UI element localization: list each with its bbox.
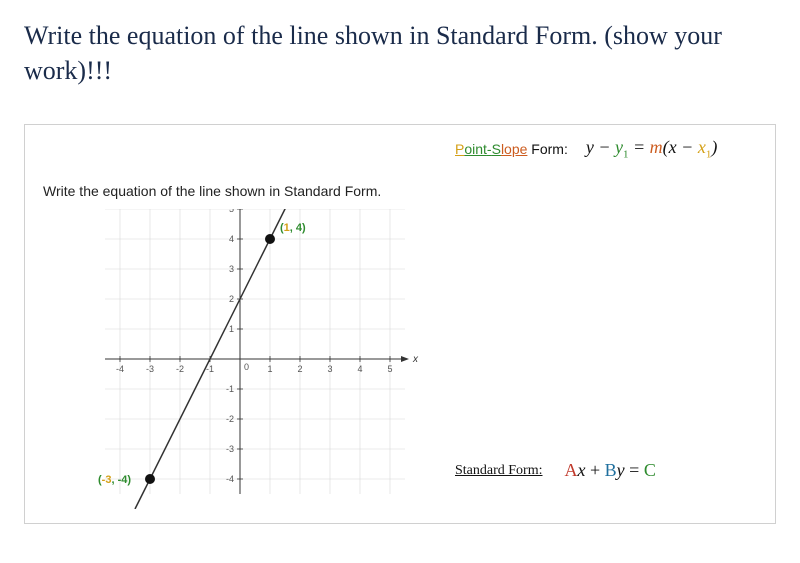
- eq-C: C: [644, 460, 656, 480]
- graph: -4-3-2-1012345-4-3-2-112345xy(1, 4)(-3, …: [55, 209, 425, 514]
- svg-text:4: 4: [357, 364, 362, 374]
- label-oint: oint: [464, 141, 487, 157]
- svg-text:0: 0: [244, 362, 249, 372]
- eq-x1: x: [698, 137, 706, 157]
- point-slope-row: Point-Slope Form: y − y1 = m(x − x1): [455, 137, 795, 161]
- eq-minus2: −: [677, 137, 698, 157]
- label-p: P: [455, 141, 464, 157]
- svg-text:3: 3: [229, 264, 234, 274]
- content-container: Point-Slope Form: y − y1 = m(x − x1) Wri…: [24, 124, 776, 524]
- svg-text:x: x: [412, 354, 419, 365]
- label-lope: lope: [501, 141, 527, 157]
- standard-form-equation: Ax + By = C: [565, 460, 656, 481]
- standard-form-row: Standard Form: Ax + By = C: [455, 460, 656, 481]
- eq-rparen: ): [711, 137, 717, 157]
- svg-text:-3: -3: [146, 364, 154, 374]
- svg-text:-3: -3: [226, 444, 234, 454]
- eq-x: x: [669, 137, 677, 157]
- eq-A: A: [565, 460, 578, 480]
- svg-text:3: 3: [327, 364, 332, 374]
- point-slope-equation: y − y1 = m(x − x1): [586, 137, 717, 161]
- svg-text:1: 1: [229, 324, 234, 334]
- label-form: Form:: [527, 141, 567, 157]
- svg-text:-4: -4: [116, 364, 124, 374]
- svg-text:4: 4: [229, 234, 234, 244]
- standard-form-label: Standard Form:: [455, 463, 543, 479]
- svg-text:1: 1: [267, 364, 272, 374]
- eq-equals: =: [629, 137, 650, 157]
- eq-B: B: [605, 460, 617, 480]
- svg-text:-2: -2: [176, 364, 184, 374]
- eq-y1: y: [615, 137, 623, 157]
- svg-text:(1, 4): (1, 4): [280, 222, 306, 234]
- svg-text:2: 2: [229, 294, 234, 304]
- label-s: S: [492, 141, 501, 157]
- page-title: Write the equation of the line shown in …: [24, 18, 776, 88]
- eq-m: m: [650, 137, 663, 157]
- eq-y: y: [586, 137, 594, 157]
- eq-minus: −: [594, 137, 615, 157]
- svg-text:2: 2: [297, 364, 302, 374]
- svg-text:5: 5: [387, 364, 392, 374]
- eq-plus: +: [586, 460, 605, 480]
- eq-eq2: =: [625, 460, 644, 480]
- svg-text:-2: -2: [226, 414, 234, 424]
- point-slope-label: Point-Slope Form:: [455, 141, 568, 157]
- svg-text:(-3, -4): (-3, -4): [98, 474, 131, 486]
- svg-text:-4: -4: [226, 474, 234, 484]
- svg-text:5: 5: [229, 209, 234, 214]
- eq-x2: x: [578, 460, 586, 480]
- svg-text:-1: -1: [226, 384, 234, 394]
- inner-title: Write the equation of the line shown in …: [43, 183, 381, 199]
- eq-y2: y: [617, 460, 625, 480]
